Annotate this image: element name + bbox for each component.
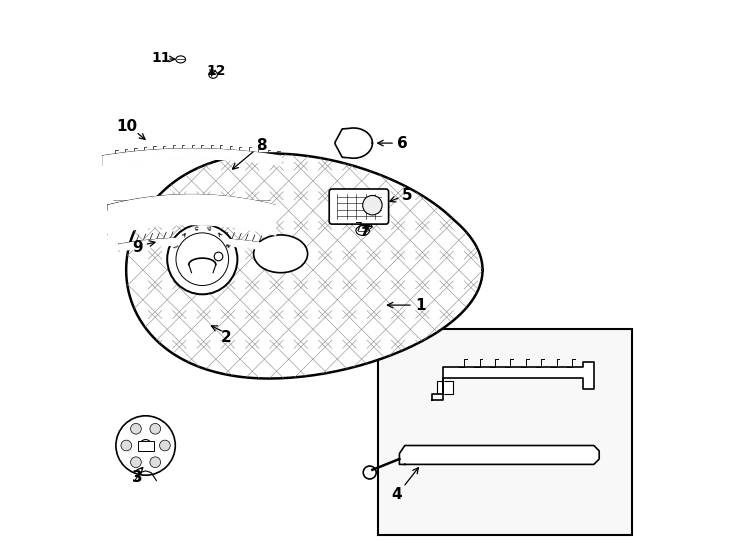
Text: 6: 6 xyxy=(396,136,407,151)
Text: 5: 5 xyxy=(402,188,413,203)
Text: 8: 8 xyxy=(256,138,267,153)
Text: 4: 4 xyxy=(391,487,402,502)
Circle shape xyxy=(150,423,161,434)
Text: 7→: 7→ xyxy=(355,221,374,234)
FancyBboxPatch shape xyxy=(437,381,454,394)
Text: J: J xyxy=(172,244,178,247)
Text: 11: 11 xyxy=(151,51,170,65)
Ellipse shape xyxy=(356,226,369,235)
Polygon shape xyxy=(399,446,599,464)
FancyBboxPatch shape xyxy=(378,329,631,535)
Text: 3: 3 xyxy=(132,470,143,485)
Polygon shape xyxy=(126,153,482,379)
Circle shape xyxy=(131,457,141,468)
FancyBboxPatch shape xyxy=(137,441,153,451)
Text: G: G xyxy=(193,226,198,232)
Text: 7: 7 xyxy=(360,224,371,239)
Text: 2: 2 xyxy=(221,330,232,345)
Circle shape xyxy=(167,224,237,294)
Polygon shape xyxy=(432,362,594,400)
Circle shape xyxy=(150,457,161,468)
Circle shape xyxy=(116,416,175,475)
Text: R: R xyxy=(226,242,233,248)
Text: A: A xyxy=(181,232,186,238)
Circle shape xyxy=(131,423,141,434)
Text: 1: 1 xyxy=(415,298,426,313)
Circle shape xyxy=(139,440,151,451)
Text: 12: 12 xyxy=(206,64,225,78)
Ellipse shape xyxy=(254,235,308,273)
Circle shape xyxy=(159,440,170,451)
Text: A: A xyxy=(218,232,224,238)
Ellipse shape xyxy=(208,71,217,78)
Ellipse shape xyxy=(176,56,186,63)
Text: U: U xyxy=(206,226,211,232)
Circle shape xyxy=(363,195,382,215)
Circle shape xyxy=(121,440,131,451)
Text: 9: 9 xyxy=(132,240,143,255)
FancyBboxPatch shape xyxy=(330,189,388,224)
Text: 10: 10 xyxy=(116,119,137,134)
Polygon shape xyxy=(335,128,372,158)
